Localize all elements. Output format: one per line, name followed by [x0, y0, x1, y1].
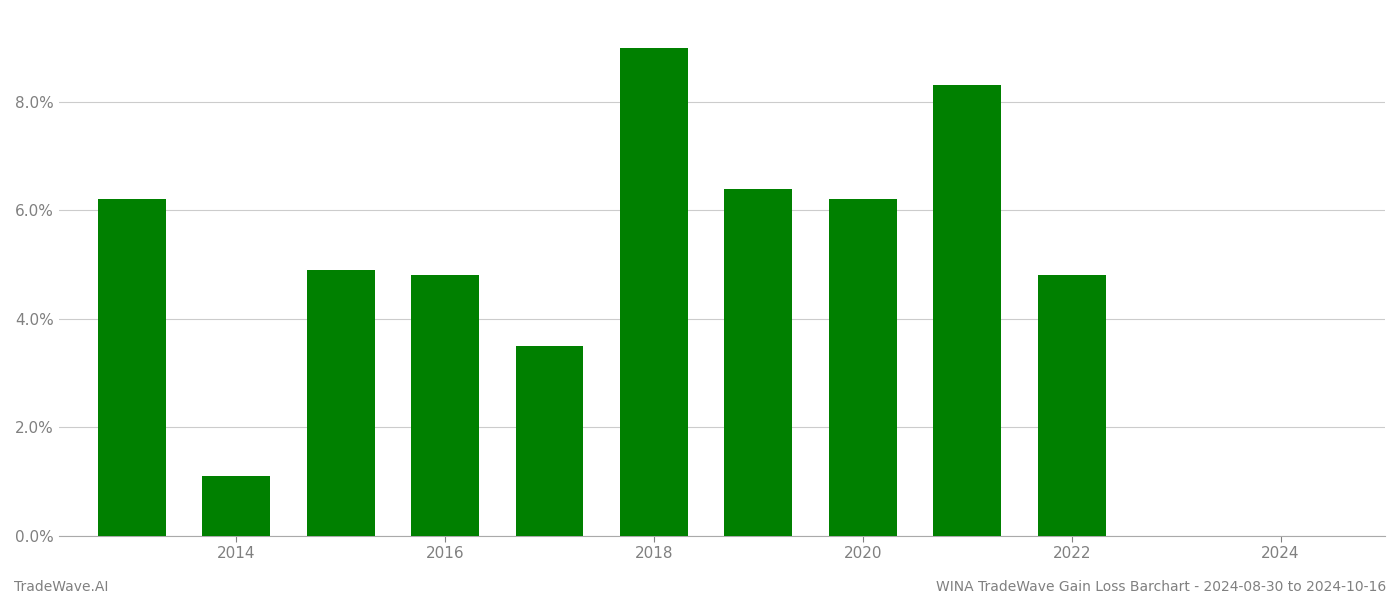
Text: TradeWave.AI: TradeWave.AI [14, 580, 108, 594]
Bar [203, 476, 270, 536]
Bar [829, 199, 897, 536]
Bar [1037, 275, 1106, 536]
Bar [98, 199, 165, 536]
Bar [307, 270, 375, 536]
Bar [934, 85, 1001, 536]
Bar [515, 346, 584, 536]
Text: WINA TradeWave Gain Loss Barchart - 2024-08-30 to 2024-10-16: WINA TradeWave Gain Loss Barchart - 2024… [935, 580, 1386, 594]
Bar [724, 188, 792, 536]
Bar [620, 47, 687, 536]
Bar [412, 275, 479, 536]
